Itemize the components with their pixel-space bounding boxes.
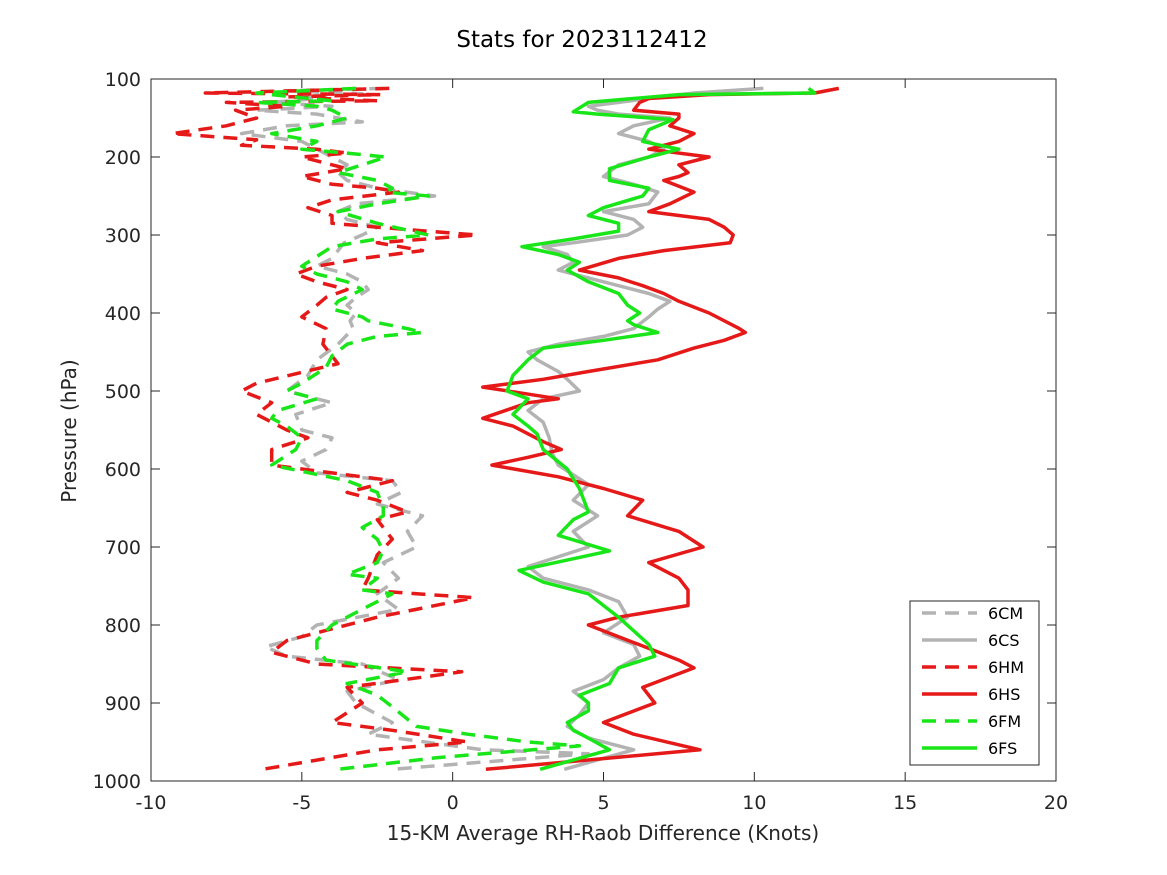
series-6cm-line (239, 86, 591, 772)
y-tick-label: 400 (105, 303, 141, 325)
legend-label-6hm: 6HM (988, 658, 1024, 677)
y-tick-label: 300 (105, 225, 141, 247)
legend-label-6cs: 6CS (988, 631, 1020, 650)
y-tick-label: 1000 (93, 771, 141, 793)
series-6hm-line (170, 86, 479, 772)
legend-label-6fs: 6FS (988, 739, 1017, 758)
series-6hs-line (481, 86, 840, 772)
x-tick-label: -10 (135, 792, 166, 814)
y-tick-label: 700 (105, 537, 141, 559)
x-tick-label: -5 (292, 792, 311, 814)
y-tick-label: 100 (105, 69, 141, 91)
x-tick-label: 20 (1044, 792, 1068, 814)
x-tick-label: 5 (597, 792, 609, 814)
series-layer (170, 86, 840, 772)
y-tick-label: 500 (105, 381, 141, 403)
x-tick-label: 10 (742, 792, 766, 814)
y-axis-label: Pressure (hPa) (57, 359, 81, 502)
legend-label-6cm: 6CM (988, 604, 1023, 623)
y-tick-label: 900 (105, 693, 141, 715)
legend-box (909, 600, 1040, 766)
series-6fs-line (505, 87, 817, 771)
series-6fm-line (254, 86, 582, 772)
y-tick-label: 200 (105, 147, 141, 169)
tick-layer: -10 -5 0 5 10 15 20 100 200 300 400 500 600 700 800 900… (93, 69, 1068, 814)
legend-label-6fm: 6FM (988, 712, 1021, 731)
legend-label-6hs: 6HS (988, 685, 1020, 704)
legend: 6CM 6CS 6HM 6HS 6FM 6FS (909, 600, 1040, 766)
chart-title: Stats for 2023112412 (456, 27, 707, 53)
y-tick-label: 800 (105, 615, 141, 637)
x-axis-label: 15-KM Average RH-Raob Difference (Knots) (387, 821, 819, 845)
y-tick-label: 600 (105, 459, 141, 481)
x-tick-label: 0 (447, 792, 459, 814)
x-tick-label: 15 (893, 792, 917, 814)
